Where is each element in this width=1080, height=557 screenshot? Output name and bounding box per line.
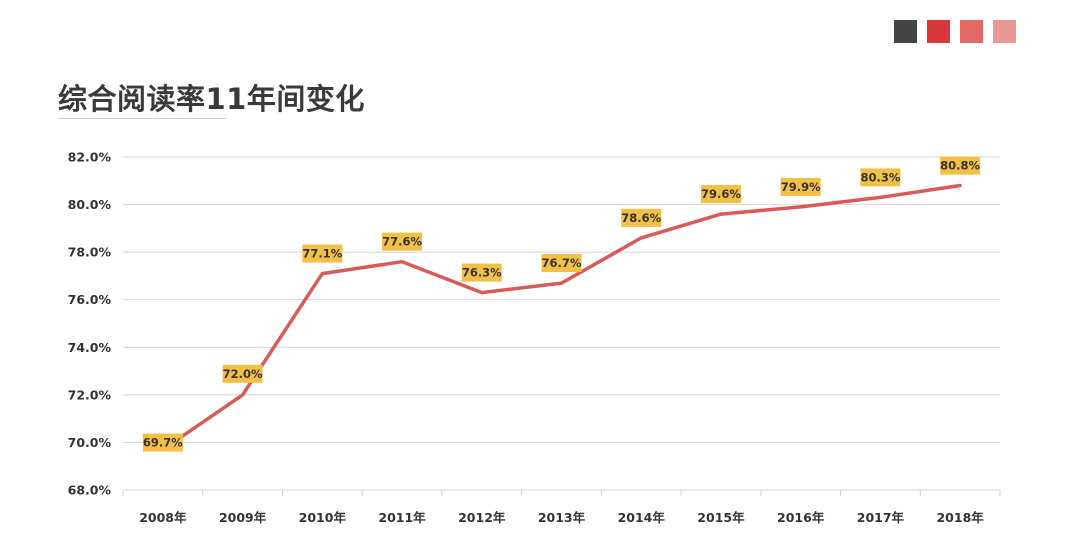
x-tick-label: 2017年 [857,510,905,525]
data-label-bg [940,156,981,175]
x-tick-label: 2016年 [777,510,825,525]
x-tick-label: 2010年 [299,510,347,525]
data-label-bg [222,364,263,383]
data-label: 78.6% [621,211,661,225]
data-label-bg [382,232,423,251]
series-line [161,183,962,452]
data-label-bg [860,168,901,187]
y-tick-label: 70.0% [68,435,112,450]
data-label: 80.3% [860,170,900,184]
data-label: 77.6% [382,235,422,249]
data-label: 79.6% [701,187,741,201]
data-label-bg [302,244,343,263]
y-tick-label: 72.0% [68,387,112,402]
page-title: 综合阅读率11年间变化 [58,82,365,116]
data-label: 80.8% [940,159,980,173]
data-label-bg [541,254,582,273]
data-label-bg [461,263,502,282]
data-label: 69.7% [143,436,183,450]
data-label: 76.7% [542,256,582,270]
y-tick-label: 80.0% [68,197,112,212]
x-tick-label: 2014年 [618,510,666,525]
x-tick-label: 2018年 [936,510,984,525]
x-tick-label: 2008年 [139,510,187,525]
data-label-bg [621,208,662,227]
data-label: 79.9% [781,180,821,194]
y-tick-label: 76.0% [68,292,112,307]
color-swatch-1 [894,20,917,43]
data-label: 76.3% [462,266,502,280]
x-tick-label: 2015年 [697,510,745,525]
data-label: 77.1% [302,247,342,261]
color-swatch-3 [960,20,983,43]
data-label-bg [142,433,183,452]
data-label-bg [700,185,741,204]
y-tick-label: 82.0% [68,150,112,165]
data-label-bg [780,177,821,196]
data-label: 72.0% [223,367,263,381]
color-swatch-4 [993,20,1016,43]
y-tick-label: 78.0% [68,245,112,260]
y-tick-label: 74.0% [68,340,112,355]
x-tick-label: 2009年 [219,510,267,525]
x-tick-label: 2013年 [538,510,586,525]
y-tick-label: 68.0% [68,483,112,498]
x-tick-label: 2011年 [378,510,426,525]
color-swatches [894,20,1016,43]
title-underline [58,118,226,119]
color-swatch-2 [927,20,950,43]
x-tick-label: 2012年 [458,510,506,525]
